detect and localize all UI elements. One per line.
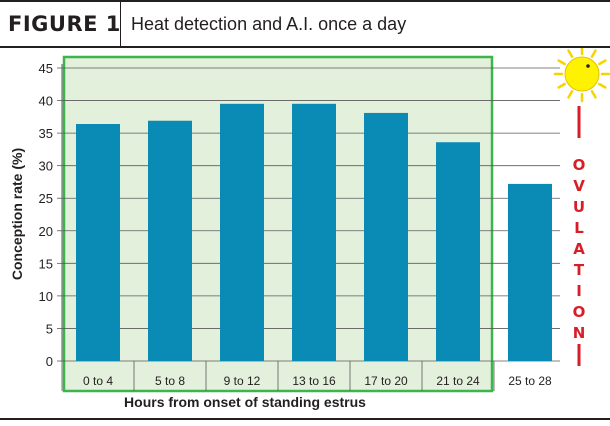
y-tick-label: 45 (39, 61, 53, 76)
y-tick-label: 0 (46, 354, 53, 369)
y-tick-label: 30 (39, 159, 53, 174)
header-bottom-rule (0, 46, 610, 48)
x-tick-label: 0 to 4 (83, 374, 113, 388)
figure-title: Heat detection and A.I. once a day (131, 14, 407, 34)
x-tick-label: 17 to 20 (364, 374, 408, 388)
x-tick-label: 5 to 8 (155, 374, 185, 388)
x-tick-label: 13 to 16 (292, 374, 336, 388)
y-tick-label: 20 (39, 224, 53, 239)
ovulation-letter: O (573, 156, 586, 174)
ovulation-letter: U (573, 198, 585, 216)
bar-17-to-20 (364, 112, 408, 361)
bar-25-to-28 (508, 183, 552, 361)
sun-icon (553, 48, 610, 103)
ovulation-letter: L (574, 219, 584, 237)
ovulation-letter: O (573, 303, 586, 321)
ovulation-letter: T (574, 261, 585, 279)
conception-rate-chart: 0 5 10 15 20 25 30 35 40 45 0 to 4 5 to 8 9 to 12 13 … (9, 48, 610, 410)
bar-21-to-24 (436, 142, 480, 361)
header-divider (120, 2, 121, 46)
x-tick-label: 21 to 24 (436, 374, 480, 388)
ovulation-bottom-bar (577, 344, 581, 366)
highlight-region (62, 55, 494, 393)
header-top-rule (0, 0, 610, 2)
figure-label: FIGURE 1 (8, 12, 121, 36)
bar-5-to-8 (148, 120, 192, 362)
y-axis-title: Conception rate (%) (9, 148, 25, 280)
x-axis-title: Hours from onset of standing estrus (124, 394, 366, 410)
y-tick-label: 15 (39, 256, 53, 271)
ovulation-letter: A (573, 240, 585, 258)
ovulation-letter: N (573, 324, 586, 342)
ovulation-top-bar (577, 106, 581, 138)
y-tick-label: 10 (39, 289, 53, 304)
x-tick-label: 9 to 12 (224, 374, 261, 388)
bar-0-to-4 (76, 123, 120, 362)
footer-rule (0, 418, 610, 420)
ovulation-letter: V (573, 177, 585, 195)
bar-13-to-16 (292, 103, 336, 362)
ovulation-letter: I (576, 282, 582, 300)
bar-9-to-12 (220, 103, 264, 362)
y-tick-label: 40 (39, 94, 53, 109)
x-tick-label: 25 to 28 (508, 374, 552, 388)
y-tick-label: 25 (39, 191, 53, 206)
y-tick-label: 35 (39, 126, 53, 141)
y-tick-label: 5 (46, 321, 53, 336)
